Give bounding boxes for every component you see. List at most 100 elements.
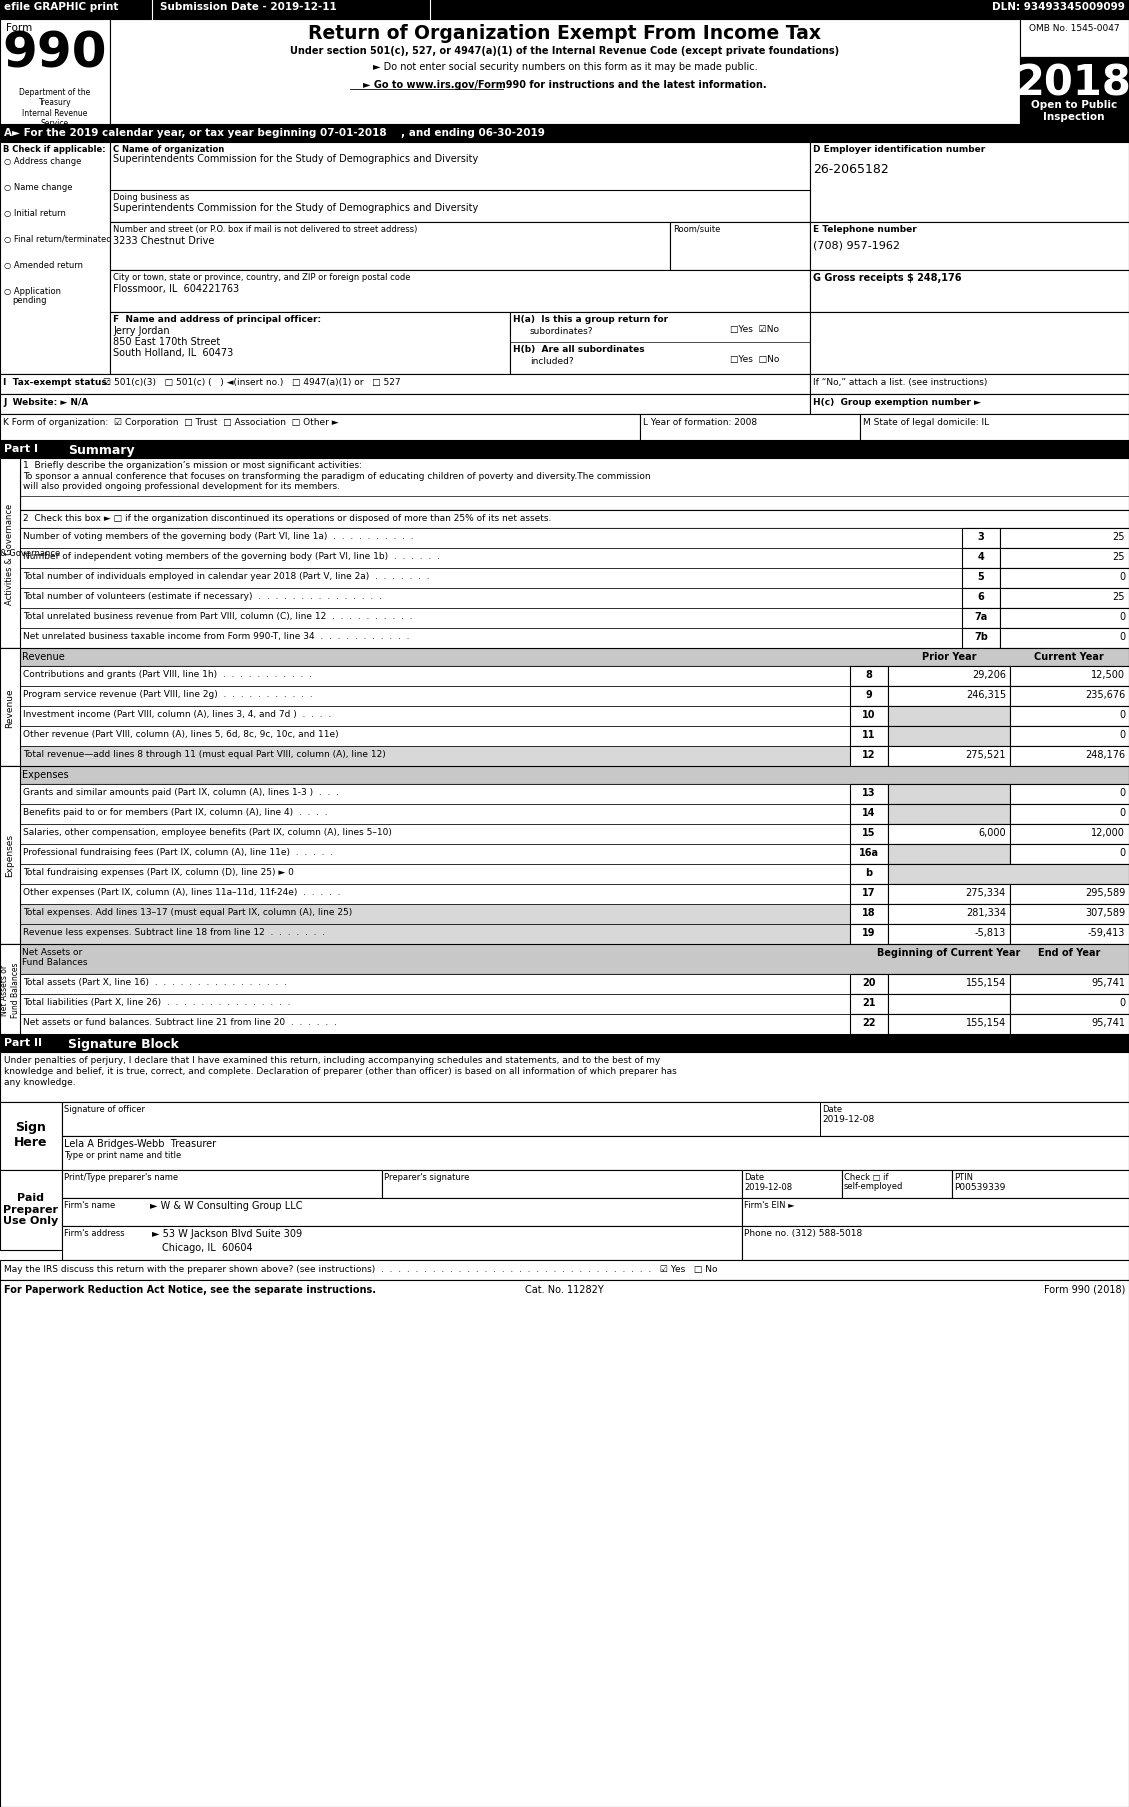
Bar <box>850 687 889 707</box>
Text: Revenue less expenses. Subtract line 18 from line 12  .  .  .  .  .  .  .: Revenue less expenses. Subtract line 18 … <box>23 927 325 936</box>
Bar <box>110 271 809 313</box>
Text: Part I: Part I <box>5 445 38 454</box>
Text: End of Year: End of Year <box>1038 947 1100 958</box>
Bar <box>889 746 1010 766</box>
Text: 2019-12-08: 2019-12-08 <box>744 1182 793 1191</box>
Bar <box>110 222 669 271</box>
Text: South Holland, IL  60473: South Holland, IL 60473 <box>113 347 234 358</box>
Bar <box>20 884 850 905</box>
Text: 235,676: 235,676 <box>1085 690 1124 699</box>
Bar <box>20 844 850 864</box>
Text: Net unrelated business taxable income from Form 990-T, line 34  .  .  .  .  .  .: Net unrelated business taxable income fr… <box>23 632 410 641</box>
Bar <box>1019 58 1129 125</box>
Bar <box>20 609 962 629</box>
Bar <box>1010 994 1129 1014</box>
Bar <box>1019 20 1129 58</box>
Text: Chicago, IL  60604: Chicago, IL 60604 <box>161 1243 253 1252</box>
Text: Total expenses. Add lines 13–17 (must equal Part IX, column (A), line 25): Total expenses. Add lines 13–17 (must eq… <box>23 907 352 916</box>
Text: 25: 25 <box>1112 551 1124 562</box>
Bar <box>20 529 962 549</box>
Bar <box>20 824 850 844</box>
Bar <box>889 864 1129 884</box>
Bar <box>962 589 1000 609</box>
Bar <box>850 994 889 1014</box>
Bar <box>0 143 110 374</box>
Text: Revenue: Revenue <box>21 652 64 661</box>
Bar <box>20 707 850 726</box>
Text: 281,334: 281,334 <box>966 907 1006 918</box>
Text: For Paperwork Reduction Act Notice, see the separate instructions.: For Paperwork Reduction Act Notice, see … <box>5 1285 376 1294</box>
Text: Firm's address: Firm's address <box>64 1229 124 1238</box>
Bar <box>809 271 1129 313</box>
Text: Number of independent voting members of the governing body (Part VI, line 1b)  .: Number of independent voting members of … <box>23 551 440 560</box>
Text: 7b: 7b <box>974 632 988 641</box>
Text: Under section 501(c), 527, or 4947(a)(1) of the Internal Revenue Code (except pr: Under section 501(c), 527, or 4947(a)(1)… <box>290 45 840 56</box>
Text: Grants and similar amounts paid (Part IX, column (A), lines 1-3 )  .  .  .: Grants and similar amounts paid (Part IX… <box>23 788 339 797</box>
Bar <box>20 589 962 609</box>
Text: Other expenses (Part IX, column (A), lines 11a–11d, 11f-24e)  .  .  .  .  .: Other expenses (Part IX, column (A), lin… <box>23 887 341 896</box>
Bar <box>669 222 809 271</box>
Bar <box>62 1137 1129 1171</box>
Bar <box>20 784 850 804</box>
Text: Firm's name: Firm's name <box>64 1200 115 1209</box>
Bar <box>889 707 1010 726</box>
Bar <box>1010 925 1129 945</box>
Bar <box>850 864 889 884</box>
Text: H(b)  Are all subordinates: H(b) Are all subordinates <box>513 345 645 354</box>
Text: Total number of individuals employed in calendar year 2018 (Part V, line 2a)  . : Total number of individuals employed in … <box>23 571 430 580</box>
Bar <box>20 925 850 945</box>
Bar <box>850 824 889 844</box>
Bar <box>889 824 1010 844</box>
Text: 12,500: 12,500 <box>1091 670 1124 679</box>
Text: 95,741: 95,741 <box>1091 1017 1124 1028</box>
Bar <box>1000 569 1129 589</box>
Text: Part II: Part II <box>5 1037 42 1048</box>
Text: Total number of volunteers (estimate if necessary)  .  .  .  .  .  .  .  .  .  .: Total number of volunteers (estimate if … <box>23 591 382 600</box>
Text: Submission Date - 2019-12-11: Submission Date - 2019-12-11 <box>160 2 336 13</box>
Text: 12,000: 12,000 <box>1091 828 1124 837</box>
Text: Activities & Governance: Activities & Governance <box>6 502 15 604</box>
Bar <box>850 844 889 864</box>
Text: Date: Date <box>744 1173 764 1182</box>
Text: Doing business as: Doing business as <box>113 193 190 202</box>
Text: 0: 0 <box>1119 632 1124 641</box>
Bar <box>20 746 850 766</box>
Bar <box>0 0 1129 20</box>
Bar <box>889 726 1010 746</box>
Text: 18: 18 <box>863 907 876 918</box>
Text: 275,521: 275,521 <box>965 750 1006 759</box>
Bar <box>962 609 1000 629</box>
Bar <box>1010 844 1129 864</box>
Text: ☑ 501(c)(3)   □ 501(c) (   ) ◄(insert no.)   □ 4947(a)(1) or   □ 527: ☑ 501(c)(3) □ 501(c) ( ) ◄(insert no.) □… <box>103 378 401 387</box>
Bar <box>889 844 1010 864</box>
Bar <box>0 1281 1129 1807</box>
Text: Flossmoor, IL  604221763: Flossmoor, IL 604221763 <box>113 284 239 295</box>
Text: Contributions and grants (Part VIII, line 1h)  .  .  .  .  .  .  .  .  .  .  .: Contributions and grants (Part VIII, lin… <box>23 670 312 679</box>
Text: Check □ if: Check □ if <box>844 1173 889 1182</box>
Text: 25: 25 <box>1112 531 1124 542</box>
Text: E Telephone number: E Telephone number <box>813 224 917 233</box>
Text: 14: 14 <box>863 808 876 817</box>
Text: Room/suite: Room/suite <box>673 224 720 233</box>
Bar <box>382 1171 742 1198</box>
Bar <box>850 974 889 994</box>
Text: ○ Initial return: ○ Initial return <box>5 210 65 219</box>
Bar <box>0 125 1129 143</box>
Text: 0: 0 <box>1119 788 1124 797</box>
Bar <box>850 746 889 766</box>
Bar <box>62 1198 742 1227</box>
Bar <box>952 1171 1129 1198</box>
Bar <box>742 1171 842 1198</box>
Bar <box>0 20 110 125</box>
Text: Jerry Jordan: Jerry Jordan <box>113 325 169 336</box>
Bar <box>110 20 1019 125</box>
Bar <box>850 884 889 905</box>
Text: Superintendents Commission for the Study of Demographics and Diversity: Superintendents Commission for the Study… <box>113 202 479 213</box>
Text: M State of legal domicile: IL: M State of legal domicile: IL <box>863 417 989 426</box>
Text: Revenue: Revenue <box>6 688 15 728</box>
Bar <box>742 1198 1129 1227</box>
Text: 13: 13 <box>863 788 876 797</box>
Text: Cat. No. 11282Y: Cat. No. 11282Y <box>525 1285 603 1294</box>
Text: □Yes  ☑No: □Yes ☑No <box>730 325 779 334</box>
Bar <box>1000 529 1129 549</box>
